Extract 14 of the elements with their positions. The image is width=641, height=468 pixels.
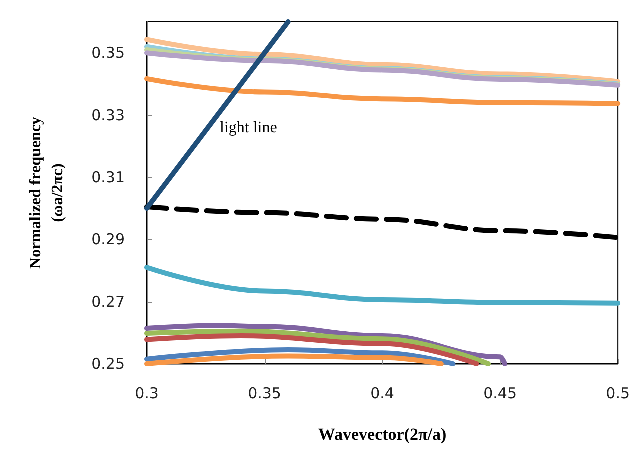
y-tick-label: 0.35 [92,44,125,62]
y-axis-title: Normalized frequency (ωa/2πc) [28,116,66,270]
x-tick-label: 0.3 [135,384,159,402]
x-tick-label: 0.35 [248,384,282,402]
annotation: light line [220,120,278,136]
y-tick-label: 0.31 [92,168,125,186]
x-tick-label: 0.45 [484,384,518,402]
y-tick-label: 0.25 [92,355,125,373]
y-tick-label: 0.29 [92,230,125,249]
x-tick-label: 0.5 [606,384,630,402]
y-tick-label: 0.27 [92,292,125,311]
x-axis-title: Wavevector(2π/a) [318,425,447,444]
y-tick-label: 0.33 [92,106,125,124]
x-tick-label: 0.4 [370,384,394,402]
